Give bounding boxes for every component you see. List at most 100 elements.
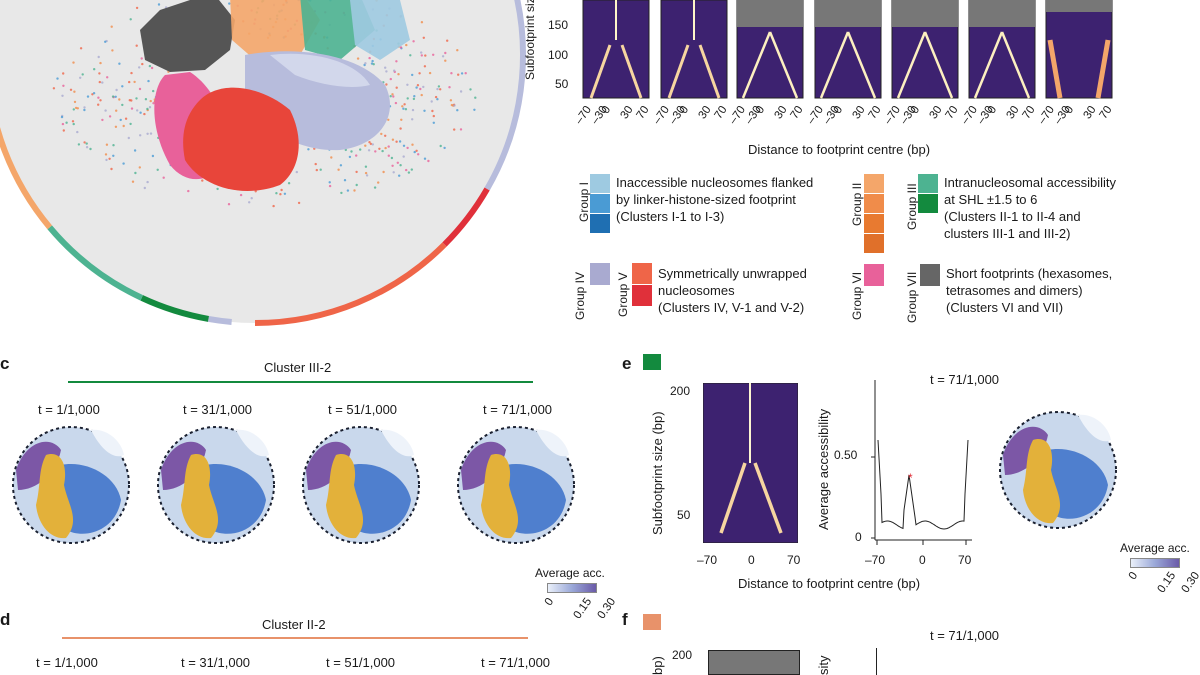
legend-group45-text: Symmetrically unwrapped nucleosomes (Clu… bbox=[658, 266, 807, 315]
top-heatmap-2 bbox=[660, 0, 728, 99]
panel-f-letter: f bbox=[622, 610, 628, 629]
ring-arc-6 bbox=[0, 127, 52, 230]
panel-f-cluster-swatch bbox=[643, 614, 661, 630]
ring-arc-1 bbox=[484, 0, 526, 191]
top-heatmap-3 bbox=[736, 0, 804, 99]
panel-c-nucleosome-structure-4 bbox=[457, 426, 575, 544]
panel-f-line-axis bbox=[876, 648, 877, 675]
group1-swatch-3 bbox=[590, 214, 610, 233]
cluster-group5-blob bbox=[183, 87, 299, 191]
panel-c-title-bar bbox=[68, 381, 533, 383]
panel-e-letter: e bbox=[622, 354, 632, 373]
top-heatmap-ylabel: Subfootprint size (bp) bbox=[523, 0, 537, 80]
panel-e-line-xtick-2: 0 bbox=[919, 553, 926, 567]
top-heatmap-6 bbox=[968, 0, 1036, 99]
group5-swatch-2 bbox=[632, 285, 652, 306]
panel-e-xtick-3: 70 bbox=[787, 553, 801, 567]
legend-group5-label: Group V bbox=[616, 272, 630, 317]
panel-f-line-ylabel: sity bbox=[816, 655, 831, 675]
panel-d-title-bar bbox=[62, 637, 528, 639]
panel-d-time-3: t = 51/1,000 bbox=[326, 655, 396, 670]
panel-e-heat-ytick-50: 50 bbox=[677, 508, 691, 522]
top-ytick-150: 150 bbox=[548, 18, 569, 32]
panel-c-nucleosome-structure-1 bbox=[12, 426, 130, 544]
panel-d-time-2: t = 31/1,000 bbox=[181, 655, 251, 670]
top-heatmap-4 bbox=[814, 0, 882, 99]
cluster-group7-blob bbox=[140, 0, 235, 72]
panel-c-colorbar bbox=[547, 583, 597, 593]
panel-c-letter: c bbox=[0, 354, 10, 373]
panel-e-peak-asterisk: * bbox=[908, 471, 913, 485]
legend-group23-text: Intranucleosomal accessibility at SHL ±1… bbox=[944, 175, 1116, 241]
group4-swatch bbox=[590, 263, 610, 285]
group5-swatch-1 bbox=[632, 263, 652, 284]
legend-group2-label: Group II bbox=[850, 182, 864, 226]
top-ytick-100: 100 bbox=[548, 48, 569, 62]
panel-f-heat-ylabel: bp) bbox=[650, 656, 665, 675]
legend-group3-label: Group III bbox=[905, 183, 919, 230]
legend-group7-label: Group VII bbox=[905, 271, 919, 323]
panel-e-time: t = 71/1,000 bbox=[930, 372, 1000, 387]
ring-arc-0 bbox=[207, 315, 232, 325]
panel-e-heatmap bbox=[703, 383, 798, 543]
panel-e-line-ytick-0: 0 bbox=[855, 530, 862, 544]
panel-e-nucleosome-structure bbox=[999, 411, 1117, 529]
panel-c-time-1: t = 1/1,000 bbox=[38, 402, 100, 417]
panel-e-cluster-swatch bbox=[643, 354, 661, 370]
group6-swatch bbox=[864, 264, 884, 286]
panel-c-nucleosome-structure-3 bbox=[302, 426, 420, 544]
top-ytick-50: 50 bbox=[555, 77, 569, 91]
panel-e-xtick-1: –70 bbox=[697, 553, 718, 567]
legend-group67-text: Short footprints (hexasomes, tetrasomes … bbox=[946, 266, 1113, 315]
panel-f-heatmap bbox=[708, 650, 800, 675]
panel-d-time-4: t = 71/1,000 bbox=[481, 655, 551, 670]
top-heatmap-xlabel: Distance to footprint centre (bp) bbox=[748, 142, 931, 157]
legend-group1-label: Group I bbox=[577, 181, 591, 222]
group3-swatch-2 bbox=[918, 194, 938, 213]
panel-c-time-4: t = 71/1,000 bbox=[483, 402, 553, 417]
panel-f-time: t = 71/1,000 bbox=[930, 628, 1000, 643]
group2-swatch-1 bbox=[864, 174, 884, 193]
panel-c-time-3: t = 51/1,000 bbox=[328, 402, 398, 417]
legend-group6-label: Group VI bbox=[850, 271, 864, 320]
panel-c-nucleosome-structure-2 bbox=[157, 426, 275, 544]
embedding-circle-panel bbox=[0, 0, 540, 340]
panel-c-colorbar-label: Average acc. bbox=[535, 566, 605, 580]
umap-embedding-plot bbox=[0, 0, 526, 326]
top-heatmap-5 bbox=[891, 0, 959, 99]
ring-arc-3 bbox=[254, 242, 447, 326]
legend-group4-label: Group IV bbox=[573, 271, 587, 320]
group1-swatch-2 bbox=[590, 194, 610, 213]
ring-arc-4 bbox=[140, 295, 209, 322]
panel-f-heat-ytick-200: 200 bbox=[672, 648, 693, 662]
group3-swatch-1 bbox=[918, 174, 938, 193]
panel-e-colorbar bbox=[1130, 558, 1180, 568]
panel-d-letter: d bbox=[0, 610, 11, 629]
panel-e-line-ylabel: Average accessibility bbox=[816, 408, 831, 530]
panel-e-heat-ytick-200: 200 bbox=[670, 384, 691, 398]
panel-e-line-xtick-1: –70 bbox=[865, 553, 886, 567]
top-heatmap-1 bbox=[582, 0, 650, 99]
group2-swatch-2 bbox=[864, 194, 884, 213]
group2-swatch-3 bbox=[864, 214, 884, 233]
panel-e-line-ytick-050: 0.50 bbox=[834, 448, 858, 462]
group2-swatch-4 bbox=[864, 234, 884, 253]
panel-e-line-xtick-3: 70 bbox=[958, 553, 972, 567]
panel-e-heat-ylabel: Subfootprint size (bp) bbox=[650, 411, 665, 535]
panel-d-time-1: t = 1/1,000 bbox=[36, 655, 98, 670]
group1-swatch-1 bbox=[590, 174, 610, 193]
ring-arc-2 bbox=[442, 187, 490, 247]
panel-c-time-2: t = 31/1,000 bbox=[183, 402, 253, 417]
panel-e-xtick-2: 0 bbox=[748, 553, 755, 567]
groups-legend: Group I Inaccessible nucleosomes flanked… bbox=[560, 170, 1200, 330]
ring-arc-5 bbox=[47, 225, 144, 301]
panel-e-line-plot: * bbox=[871, 380, 972, 545]
group7-swatch bbox=[920, 264, 940, 286]
panel-e-xlabel: Distance to footprint centre (bp) bbox=[738, 576, 921, 591]
top-heatmap-strip bbox=[582, 0, 1113, 99]
panel-d-title: Cluster II-2 bbox=[262, 617, 326, 632]
panel-e-colorbar-label: Average acc. bbox=[1120, 541, 1190, 555]
panel-c-title: Cluster III-2 bbox=[264, 360, 332, 375]
legend-group1-text: Inaccessible nucleosomes flanked by link… bbox=[616, 175, 814, 224]
top-heatmap-7 bbox=[1045, 0, 1113, 99]
